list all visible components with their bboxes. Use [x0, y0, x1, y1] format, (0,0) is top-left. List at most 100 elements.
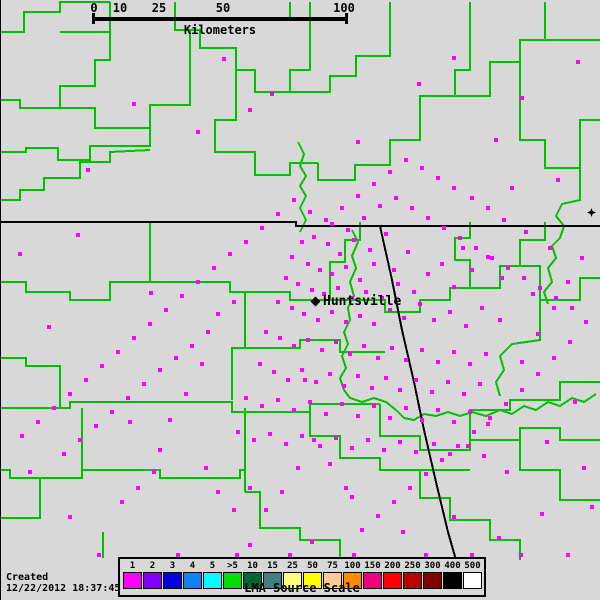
lma-source-point [276, 300, 280, 304]
legend-swatch-row: 1 2 3 4 5 >5 10 15 25 50 75 100 150 200 250 300 400 500 [123, 561, 482, 589]
legend-entry-150[interactable]: 150 [363, 561, 382, 589]
city-label-huntsville: Huntsville [323, 294, 402, 309]
lma-source-point [545, 440, 549, 444]
lma-source-point [264, 330, 268, 334]
legend-tick-label: 10 [247, 561, 258, 571]
legend-color-chip [423, 572, 442, 589]
lma-source-point [132, 102, 136, 106]
lma-source-point [286, 378, 290, 382]
legend-entry-15[interactable]: 15 [263, 561, 282, 589]
legend-entry-3[interactable]: 3 [163, 561, 182, 589]
lma-source-point [350, 296, 354, 300]
legend-entry-5[interactable]: 5 [203, 561, 222, 589]
lma-source-point [432, 318, 436, 322]
lma-source-point [442, 226, 446, 230]
lma-source-point [318, 444, 322, 448]
lma-source-point [424, 472, 428, 476]
legend-entry-300[interactable]: 300 [423, 561, 442, 589]
lma-source-point [270, 92, 274, 96]
legend-color-chip [403, 572, 422, 589]
scale-rule-cap-left [92, 13, 95, 24]
lma-source-point [244, 396, 248, 400]
lma-source-point [314, 380, 318, 384]
county-boundaries-layer [0, 1, 600, 201]
lma-source-point [548, 246, 552, 250]
lma-source-point [68, 392, 72, 396]
legend-tick-label: 2 [149, 561, 156, 571]
lma-source-point [330, 222, 334, 226]
lma-source-point [126, 396, 130, 400]
lma-source-point [392, 500, 396, 504]
lma-source-point [136, 486, 140, 490]
legend-entry-400[interactable]: 400 [443, 561, 462, 589]
lma-source-point [372, 262, 376, 266]
created-stamp: Created 12/22/2012 18:37:45 [6, 572, 120, 594]
lma-source-point [28, 470, 32, 474]
legend-entry-4[interactable]: 4 [183, 561, 202, 589]
lma-source-point [366, 438, 370, 442]
scale-tick-100: 100 [333, 1, 355, 15]
legend-entry-1[interactable]: 1 [123, 561, 142, 589]
lma-source-point [356, 140, 360, 144]
lma-source-point [62, 452, 66, 456]
legend-entry-25[interactable]: 25 [283, 561, 302, 589]
legend-tick-label: 50 [307, 561, 318, 571]
legend-entry-200[interactable]: 200 [383, 561, 402, 589]
lma-source-point [452, 350, 456, 354]
lma-source-point [401, 530, 405, 534]
lma-source-point [306, 338, 310, 342]
lma-source-point [278, 336, 282, 340]
lma-source-point [582, 466, 586, 470]
legend-entry-100[interactable]: 100 [343, 561, 362, 589]
legend-tick-label: 4 [189, 561, 196, 571]
scale-units-label: Kilometers [183, 23, 257, 37]
distance-scale-bar: 0 10 25 50 100 Kilometers [90, 2, 354, 37]
legend-entry-2[interactable]: 2 [143, 561, 162, 589]
legend-entry-75[interactable]: 75 [323, 561, 342, 589]
legend-tick-label: >5 [227, 561, 238, 571]
lma-source-point [310, 540, 314, 544]
legend-color-chip [223, 572, 242, 589]
lma-source-point [303, 378, 307, 382]
scale-tick-labels: 0 10 25 50 100 [90, 2, 354, 16]
legend-tick-label: 3 [169, 561, 176, 571]
lma-source-point [426, 216, 430, 220]
lma-source-point [300, 240, 304, 244]
lma-source-point [452, 285, 456, 289]
lma-source-point [576, 60, 580, 64]
lma-source-point [280, 490, 284, 494]
legend-entry-500[interactable]: 500 [463, 561, 482, 589]
lma-source-point [116, 350, 120, 354]
lma-source-point [536, 332, 540, 336]
lma-source-point [352, 238, 356, 242]
lma-source-point [340, 206, 344, 210]
lma-source-point [276, 212, 280, 216]
legend-entry-50[interactable]: 50 [303, 561, 322, 589]
lma-source-point [152, 470, 156, 474]
lma-source-point [142, 382, 146, 386]
lma-source-point [346, 228, 350, 232]
lma-source-point [458, 236, 462, 240]
lma-source-point [372, 182, 376, 186]
lma-source-point [164, 308, 168, 312]
lma-source-point [446, 380, 450, 384]
lma-source-point [452, 420, 456, 424]
legend-entry-10[interactable]: 10 [243, 561, 262, 589]
lma-source-point [466, 444, 470, 448]
lma-source-point [110, 410, 114, 414]
lma-source-point [216, 312, 220, 316]
legend-entry-250[interactable]: 250 [403, 561, 422, 589]
lma-source-point [204, 466, 208, 470]
lma-source-point [326, 242, 330, 246]
lma-source-point [284, 442, 288, 446]
lma-source-point [520, 388, 524, 392]
lma-source-point [292, 408, 296, 412]
legend-title: LMA Source Scale [244, 581, 360, 595]
lma-source-point [398, 440, 402, 444]
lma-source-point [290, 255, 294, 259]
lma-source-point [519, 553, 523, 557]
lma-source-point [334, 340, 338, 344]
lma-source-point [292, 344, 296, 348]
legend-entry-gt5[interactable]: >5 [223, 561, 242, 589]
